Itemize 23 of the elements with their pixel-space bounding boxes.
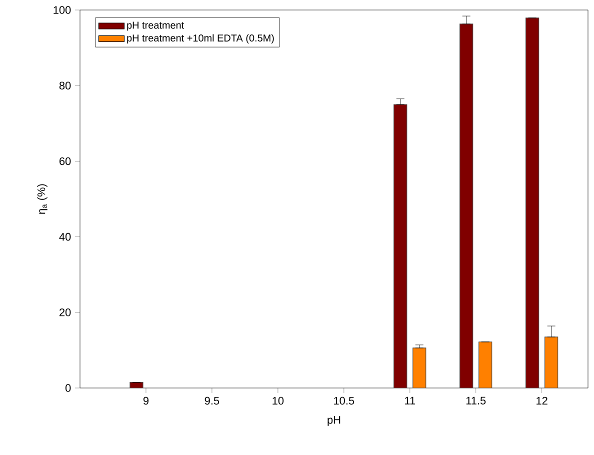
y-tick-label: 40 — [59, 232, 71, 241]
bar — [478, 342, 492, 388]
y-tick-label: 80 — [59, 82, 71, 90]
x-axis-title: pH — [328, 416, 340, 426]
legend-label: pH treatment — [127, 22, 184, 31]
legend-label: pH treatment +10ml EDTA (0.5M) — [127, 34, 274, 44]
bar — [526, 18, 540, 388]
bar — [394, 104, 408, 388]
bar — [412, 348, 426, 388]
y-tick-label: 60 — [60, 157, 71, 166]
x-tick-label: 10.5 — [334, 396, 354, 405]
x-tick-label: 11.5 — [466, 396, 486, 404]
x-tick-label: 9 — [143, 396, 149, 405]
x-tick-label: 11 — [405, 396, 416, 404]
x-tick-label: 10 — [272, 396, 284, 405]
y-tick-label: 0 — [65, 384, 71, 392]
bar — [544, 336, 558, 388]
y-tick-label: 20 — [60, 308, 71, 316]
bar — [460, 24, 474, 388]
x-tick-label: 9.5 — [204, 396, 220, 405]
y-tick-label: 100 — [54, 6, 71, 14]
x-tick-label: 12 — [536, 396, 548, 405]
y-axis-title: η$_{a}$ (%) — [37, 184, 48, 214]
